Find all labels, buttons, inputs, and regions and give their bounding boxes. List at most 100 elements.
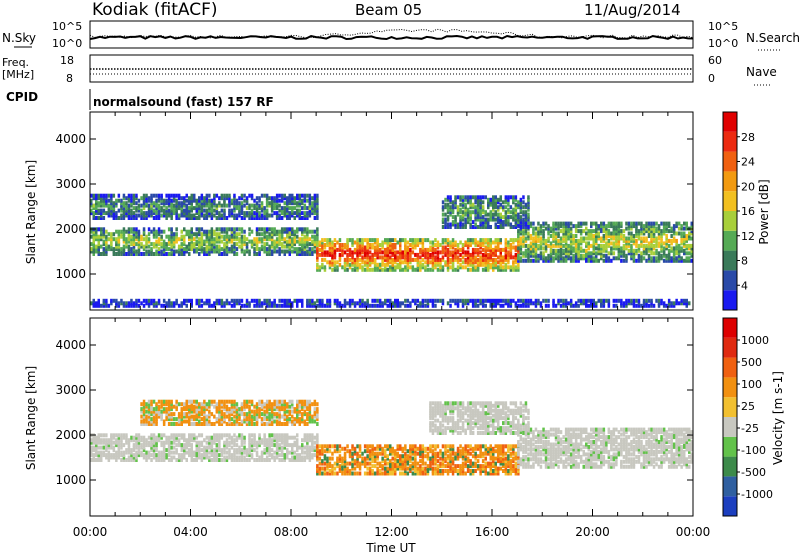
heatmap-cell [476,210,480,215]
heatmap-cell [459,262,462,267]
heatmap-cell [504,217,508,222]
heatmap-cell [338,456,342,461]
heatmap-cell [127,227,131,232]
heatmap-cell [441,267,445,272]
heatmap-cell [411,238,415,243]
heatmap-cell [318,449,322,454]
heatmap-cell [215,448,219,453]
heatmap-cell [130,216,133,220]
heatmap-cell [110,298,113,303]
heatmap-cell [517,229,520,234]
heatmap-cell [215,438,219,443]
heatmap-cell [394,245,397,250]
heatmap-cell [373,464,377,469]
heatmap-cell [145,298,148,303]
heatmap-cell [532,246,535,251]
heatmap-cell [655,226,658,231]
heatmap-cell [218,448,221,453]
heatmap-cell [414,471,417,476]
heatmap-cell [135,443,138,448]
heatmap-cell [127,193,131,198]
heatmap-cell [343,298,347,303]
heatmap-cell [318,303,322,308]
heatmap-cell [311,435,314,440]
heatmap-cell [358,449,362,454]
heatmap-cell [273,206,276,211]
heatmap-cell [399,471,402,476]
heatmap-cell [105,455,108,460]
heatmap-cell [464,252,467,257]
nsearch-tick-top: 10^5 [708,20,738,33]
heatmap-cell [444,260,447,265]
heatmap-cell [147,301,151,306]
heatmap-cell [293,249,296,254]
heatmap-cell [376,243,379,247]
heatmap-cell [361,267,364,272]
heatmap-cell [152,450,156,455]
heatmap-cell [567,224,570,229]
heatmap-cell [670,248,673,253]
heatmap-cell [474,238,477,243]
heatmap-cell [321,459,324,464]
heatmap-cell [248,458,251,462]
heatmap-cell [537,246,540,251]
heatmap-cell [466,255,470,260]
heatmap-cell [690,236,693,241]
heatmap-cell [622,243,626,248]
heatmap-cell [622,229,626,234]
heatmap-cell [499,240,502,245]
heatmap-cell [622,301,626,306]
heatmap-cell [240,438,244,443]
heatmap-cell [137,244,141,249]
heatmap-cell [353,250,357,255]
heatmap-cell [680,234,683,238]
heatmap-cell [223,201,226,206]
heatmap-cell [592,303,595,308]
heatmap-cell [386,456,389,461]
heatmap-cell [170,301,173,306]
heatmap-cell [524,222,528,227]
heatmap-cell [424,303,427,308]
heatmap-cell [105,453,108,458]
heatmap-cell [414,301,417,306]
heatmap-cell [353,262,357,267]
heatmap-cell [391,446,394,451]
heatmap-cell [602,226,606,231]
heatmap-cell [157,298,161,303]
heatmap-cell [481,260,485,265]
heatmap-cell [328,250,332,255]
heatmap-cell [150,443,153,448]
heatmap-cell [414,459,417,464]
heatmap-cell [183,211,186,216]
heatmap-cell [444,250,447,255]
heatmap-cell [504,240,508,245]
heatmap-cell [554,221,558,226]
heatmap-cell [449,245,452,250]
heatmap-cell [632,224,636,229]
heatmap-cell [564,224,568,229]
heatmap-cell [162,448,166,453]
heatmap-cell [441,298,445,303]
heatmap-cell [338,262,342,267]
heatmap-cell [117,252,121,256]
heatmap-cell [590,253,593,258]
heatmap-cell [100,229,103,234]
heatmap-cell [366,250,369,255]
heatmap-cell [564,221,568,226]
heatmap-cell [529,234,533,238]
heatmap-cell [414,469,417,473]
heatmap-cell [318,471,322,476]
heatmap-cell [665,226,668,231]
heatmap-cell [92,303,95,308]
heatmap-cell [298,247,301,252]
heatmap-cell [552,231,555,236]
heatmap-cell [200,234,204,239]
heatmap-cell [228,435,231,440]
heatmap-cell [637,221,641,226]
heatmap-cell [160,242,163,247]
heatmap-cell [296,247,299,252]
heatmap-cell [105,211,108,216]
heatmap-cell [507,220,510,225]
heatmap-cell [167,211,171,216]
heatmap-cell [185,249,188,254]
